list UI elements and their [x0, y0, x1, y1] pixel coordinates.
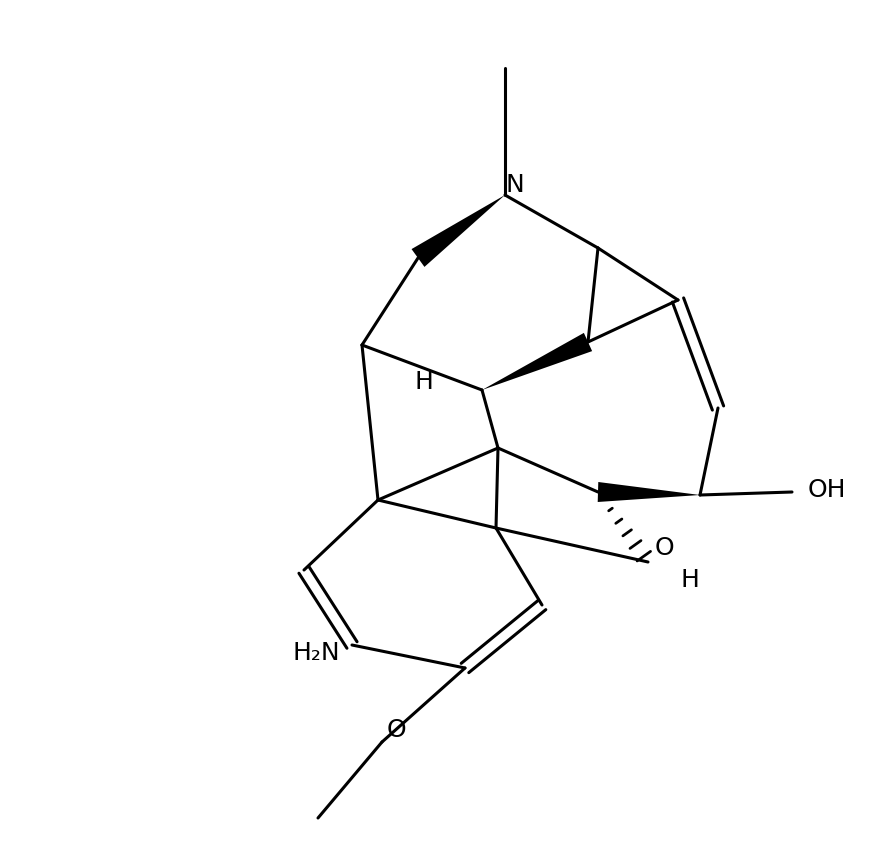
Text: H: H	[681, 568, 699, 592]
Polygon shape	[598, 482, 700, 502]
Text: OH: OH	[808, 478, 847, 502]
Text: N: N	[506, 173, 524, 197]
Text: O: O	[386, 718, 406, 742]
Polygon shape	[412, 195, 505, 267]
Polygon shape	[482, 333, 592, 390]
Text: O: O	[654, 536, 674, 560]
Text: H: H	[415, 370, 433, 394]
Text: H₂N: H₂N	[293, 641, 340, 665]
